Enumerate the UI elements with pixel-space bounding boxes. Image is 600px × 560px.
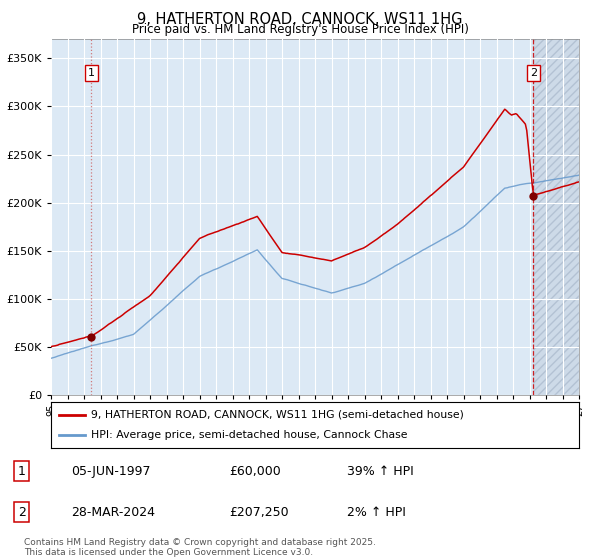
Text: 1: 1 — [18, 465, 26, 478]
Text: 9, HATHERTON ROAD, CANNOCK, WS11 1HG (semi-detached house): 9, HATHERTON ROAD, CANNOCK, WS11 1HG (se… — [91, 410, 463, 420]
Text: 2% ↑ HPI: 2% ↑ HPI — [347, 506, 406, 519]
Text: 1: 1 — [88, 68, 95, 78]
Text: 2: 2 — [530, 68, 537, 78]
Text: £207,250: £207,250 — [229, 506, 289, 519]
Text: 2: 2 — [18, 506, 26, 519]
Text: HPI: Average price, semi-detached house, Cannock Chase: HPI: Average price, semi-detached house,… — [91, 430, 407, 440]
Text: 9, HATHERTON ROAD, CANNOCK, WS11 1HG: 9, HATHERTON ROAD, CANNOCK, WS11 1HG — [137, 12, 463, 27]
Text: 05-JUN-1997: 05-JUN-1997 — [71, 465, 150, 478]
Text: Contains HM Land Registry data © Crown copyright and database right 2025.
This d: Contains HM Land Registry data © Crown c… — [24, 538, 376, 557]
Text: 28-MAR-2024: 28-MAR-2024 — [71, 506, 155, 519]
Text: 39% ↑ HPI: 39% ↑ HPI — [347, 465, 414, 478]
Bar — [533, 39, 579, 395]
Text: Price paid vs. HM Land Registry's House Price Index (HPI): Price paid vs. HM Land Registry's House … — [131, 22, 469, 36]
Bar — [533, 39, 579, 395]
Text: £60,000: £60,000 — [229, 465, 281, 478]
